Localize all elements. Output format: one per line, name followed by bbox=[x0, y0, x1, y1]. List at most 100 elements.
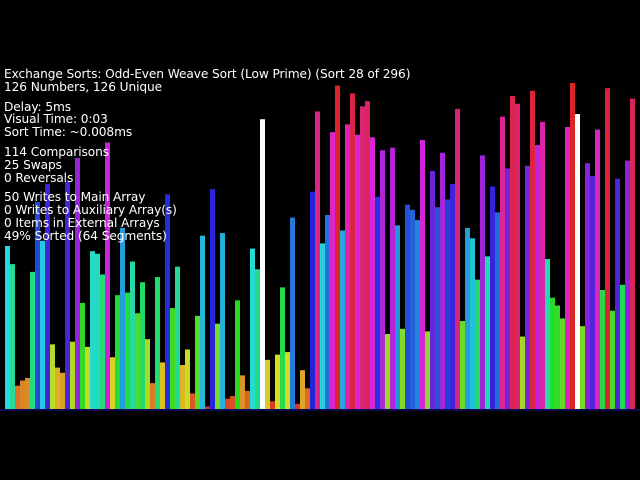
array-bar bbox=[385, 333, 390, 409]
array-size: 126 Numbers, 126 Unique bbox=[4, 79, 163, 94]
array-bar bbox=[20, 380, 25, 409]
array-bar bbox=[630, 98, 635, 410]
array-bar bbox=[460, 321, 465, 409]
array-bar bbox=[190, 393, 195, 409]
sort-title: Exchange Sorts: Odd-Even Weave Sort (Low… bbox=[4, 67, 411, 81]
sort-time: Sort Time: ~0.008ms bbox=[4, 125, 133, 140]
array-bar bbox=[575, 114, 580, 410]
array-bar bbox=[355, 134, 360, 409]
main-writes: 50 Writes to Main Array bbox=[4, 190, 146, 205]
array-bar bbox=[620, 284, 625, 409]
array-bar bbox=[85, 346, 90, 409]
array-bar bbox=[70, 341, 75, 409]
array-bar bbox=[555, 305, 560, 409]
array-bar bbox=[65, 181, 70, 409]
array-bar bbox=[320, 243, 325, 409]
array-bar bbox=[35, 202, 40, 409]
array-bar bbox=[350, 93, 355, 409]
array-bar bbox=[180, 365, 185, 409]
array-bar bbox=[220, 233, 225, 409]
array-bar bbox=[420, 139, 425, 409]
array-bar bbox=[200, 235, 205, 409]
array-bar bbox=[525, 165, 530, 409]
array-bar bbox=[595, 129, 600, 410]
array-bar bbox=[590, 176, 595, 409]
array-bar bbox=[410, 209, 415, 409]
array-bar bbox=[365, 101, 370, 409]
array-bar bbox=[45, 183, 50, 409]
array-bar bbox=[160, 362, 165, 409]
external-items: 0 Items in External Arrays bbox=[4, 215, 160, 230]
array-bar bbox=[395, 225, 400, 409]
array-bar bbox=[270, 401, 275, 409]
array-bar bbox=[440, 152, 445, 409]
array-bar bbox=[135, 313, 140, 409]
array-bar bbox=[210, 189, 215, 409]
array-bar bbox=[415, 220, 420, 409]
array-bar bbox=[155, 277, 160, 409]
array-bar bbox=[275, 354, 280, 409]
array-bar bbox=[175, 266, 180, 409]
swaps: 25 Swaps bbox=[4, 157, 62, 172]
array-bar bbox=[380, 150, 385, 409]
stats-panel: Exchange Sorts: Odd-Even Weave Sort (Low… bbox=[4, 68, 410, 243]
array-bar bbox=[535, 145, 540, 409]
array-bar bbox=[345, 124, 350, 410]
array-bar bbox=[510, 95, 515, 409]
sorted-percent: 49% Sorted (64 Segments) bbox=[4, 228, 167, 243]
array-bar bbox=[490, 186, 495, 409]
array-bar bbox=[285, 352, 290, 409]
array-bar bbox=[10, 264, 15, 409]
array-bar bbox=[225, 398, 230, 409]
array-bar bbox=[75, 158, 80, 409]
array-bar bbox=[375, 196, 380, 409]
array-bar bbox=[25, 377, 30, 409]
array-bar bbox=[540, 121, 545, 410]
array-bar bbox=[450, 183, 455, 409]
array-bar bbox=[300, 370, 305, 409]
array-bar bbox=[600, 289, 605, 409]
array-bar bbox=[560, 318, 565, 409]
array-bar bbox=[425, 331, 430, 409]
array-bar bbox=[305, 388, 310, 409]
array-bar bbox=[430, 170, 435, 409]
array-bar bbox=[530, 90, 535, 409]
array-bar bbox=[605, 88, 610, 409]
array-bar bbox=[255, 269, 260, 409]
array-bar bbox=[580, 326, 585, 409]
array-bar bbox=[465, 227, 470, 409]
array-bar bbox=[235, 300, 240, 409]
array-bar bbox=[205, 406, 210, 409]
array-bar bbox=[55, 367, 60, 409]
array-bar bbox=[60, 372, 65, 409]
array-bar bbox=[570, 83, 575, 409]
array-bar bbox=[405, 204, 410, 409]
array-bar bbox=[310, 191, 315, 409]
array-bar bbox=[390, 147, 395, 409]
array-bar bbox=[245, 390, 250, 409]
array-bar bbox=[480, 155, 485, 409]
array-bar bbox=[470, 238, 475, 409]
array-bar bbox=[40, 240, 45, 409]
array-bar bbox=[615, 178, 620, 409]
array-bar bbox=[340, 230, 345, 409]
array-bar bbox=[265, 359, 270, 409]
array-bar bbox=[335, 85, 340, 409]
delay: Delay: 5ms bbox=[4, 99, 72, 114]
array-bar bbox=[250, 248, 255, 409]
array-bar bbox=[610, 310, 615, 409]
array-bar bbox=[30, 271, 35, 409]
array-bar bbox=[185, 349, 190, 409]
baseline bbox=[0, 409, 640, 411]
array-bar bbox=[315, 111, 320, 409]
comparisons: 114 Comparisons bbox=[4, 144, 109, 159]
array-bar bbox=[360, 106, 365, 410]
array-bar bbox=[90, 251, 95, 409]
array-bar bbox=[240, 375, 245, 409]
visual-time: Visual Time: 0:03 bbox=[4, 112, 108, 127]
array-bar bbox=[215, 323, 220, 409]
array-bar bbox=[495, 212, 500, 409]
array-bar bbox=[290, 217, 295, 409]
array-bar bbox=[325, 214, 330, 409]
